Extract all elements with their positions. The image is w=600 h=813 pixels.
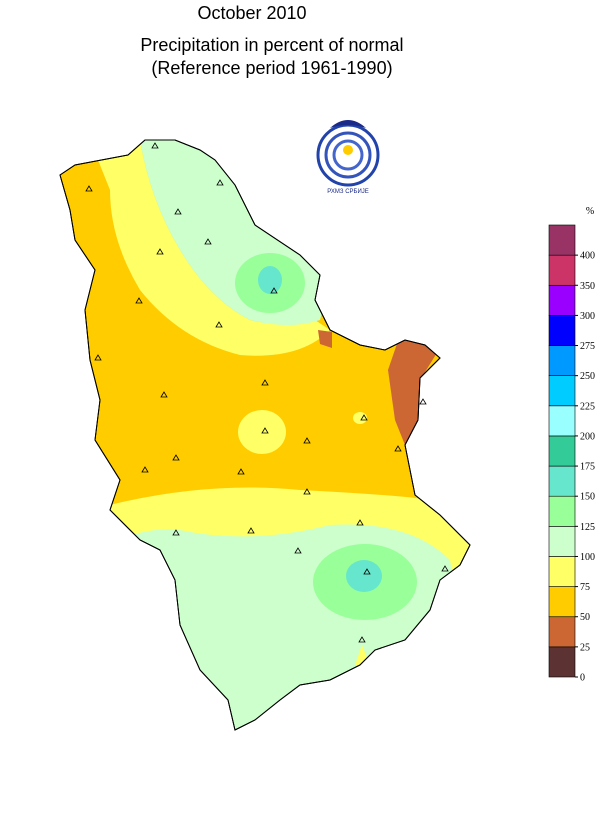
legend-tick-label: 75 [580,582,590,593]
logo-caption: РХМЗ СРБИЈЕ [327,189,369,195]
legend-swatch [548,254,576,286]
legend-tick-label: 225 [580,401,595,412]
legend-tick-label: 100 [580,552,595,563]
legend-swatch [548,526,576,557]
legend-tick-label: 50 [580,612,590,623]
legend-tick-label: 0 [580,673,585,684]
legend-swatch [548,405,576,437]
stations [85,142,449,643]
reference-period: (Reference period 1961-1990) [151,58,392,78]
legend-swatch [548,375,576,407]
legend: % 0 25 50 75 100 125 150 175 200 225 250 275 300 350 4… [548,206,595,684]
legend-swatch [548,586,576,618]
legend-tick-label: 350 [580,281,595,292]
legend-swatch [548,495,576,527]
legend-swatch [548,556,576,587]
legend-tick-label: 300 [580,311,595,322]
legend-swatch [548,284,576,316]
logo: РХМЗ СРБИЈЕ [316,120,380,195]
legend-tick-label: 275 [580,341,595,352]
border [59,139,471,731]
legend-tick-label: 175 [580,462,595,473]
legend-tick-label: 125 [580,522,595,533]
legend-tick-label: 150 [580,492,595,503]
legend-tick-label: 25 [580,642,590,653]
legend-tick-label: 400 [580,251,595,262]
legend-swatch [548,465,576,497]
legend-swatch [548,646,576,678]
legend-swatch [548,616,576,648]
title: October 2010 [197,3,306,23]
subtitle: Precipitation in percent of normal [140,35,403,55]
legend-swatch [548,224,576,256]
legend-tick-label: 250 [580,371,595,382]
legend-swatch [548,315,576,346]
legend-swatch [548,345,576,376]
legend-swatch [548,435,576,467]
precipitation-map [60,140,470,730]
legend-unit: % [586,206,594,217]
legend-tick-label: 200 [580,431,595,442]
